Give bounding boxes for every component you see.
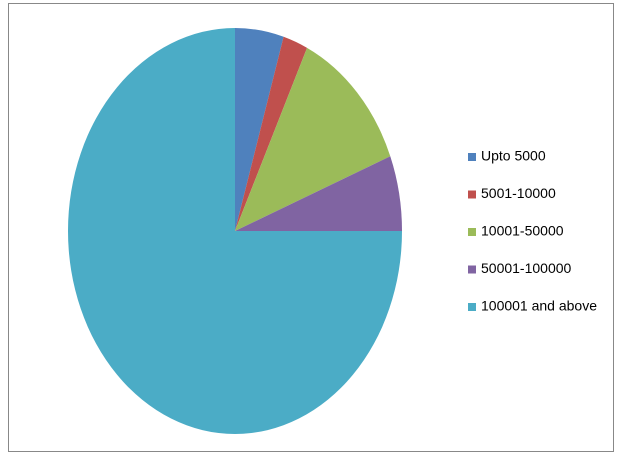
pie-slice [68,28,402,434]
legend-swatch [468,228,476,236]
legend-label: Upto 5000 [481,148,546,164]
pie-slice [235,156,403,231]
legend-swatch [468,303,476,311]
legend-label: 100001 and above [481,298,597,314]
pie-slice [235,28,284,231]
pie-slice [235,47,391,231]
legend-swatch [468,265,476,274]
legend-swatch [468,190,476,199]
legend-label: 10001-50000 [481,223,564,239]
legend-label: 5001-10000 [481,185,556,201]
pie-slice [235,36,308,232]
legend-swatch [468,153,476,161]
legend-label: 50001-100000 [481,260,572,276]
